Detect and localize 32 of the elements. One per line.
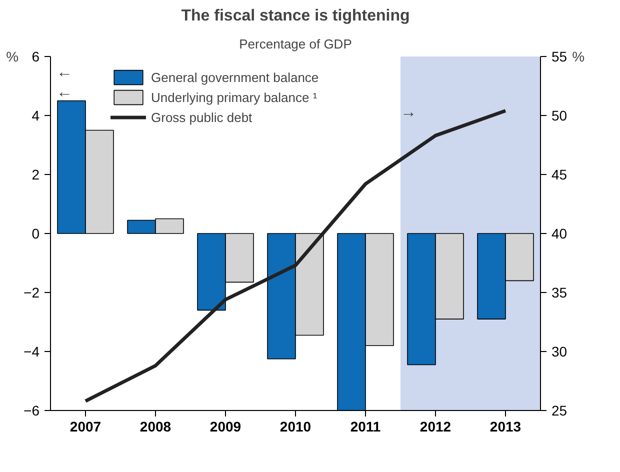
x-tick-label: 2007 <box>70 418 102 434</box>
x-tick-label: 2009 <box>210 418 242 434</box>
annotation: ← <box>56 84 72 101</box>
y2-tick-label: 50 <box>552 108 568 124</box>
annotation: ← <box>56 64 72 81</box>
y2-tick-label: 30 <box>552 344 568 360</box>
y-tick-label: −4 <box>24 344 40 360</box>
y2-tick-label: 35 <box>552 284 568 300</box>
x-tick-label: 2008 <box>140 418 172 434</box>
line-series <box>84 109 508 403</box>
y2-axis-title: % <box>572 48 585 64</box>
y-tick-label: 0 <box>32 226 40 242</box>
y-tick-label: −6 <box>24 402 40 418</box>
y2-tick-label: 40 <box>552 226 568 242</box>
x-tick-label: 2010 <box>280 418 312 434</box>
y-tick-label: −2 <box>24 284 40 300</box>
y-axis-title: % <box>6 48 19 64</box>
legend-label: Underlying primary balance ¹ <box>151 88 318 106</box>
y-tick-label: 6 <box>32 48 40 64</box>
chart-subtitle: Percentage of GDP <box>239 36 352 52</box>
y2-tick-label: 45 <box>552 166 568 182</box>
x-tick-label: 2011 <box>350 418 381 434</box>
x-tick-label: 2013 <box>490 418 522 434</box>
y2-tick-label: 25 <box>552 402 568 418</box>
x-tick-label: 2012 <box>420 418 452 434</box>
y-tick-label: 2 <box>32 166 40 182</box>
legend-label: Gross public debt <box>151 108 252 126</box>
y-tick-label: 4 <box>32 108 40 124</box>
legend-label: General government balance <box>151 68 319 86</box>
chart-title: The fiscal stance is tightening <box>181 8 410 24</box>
annotation: → <box>400 104 416 121</box>
y2-tick-label: 55 <box>552 48 568 64</box>
